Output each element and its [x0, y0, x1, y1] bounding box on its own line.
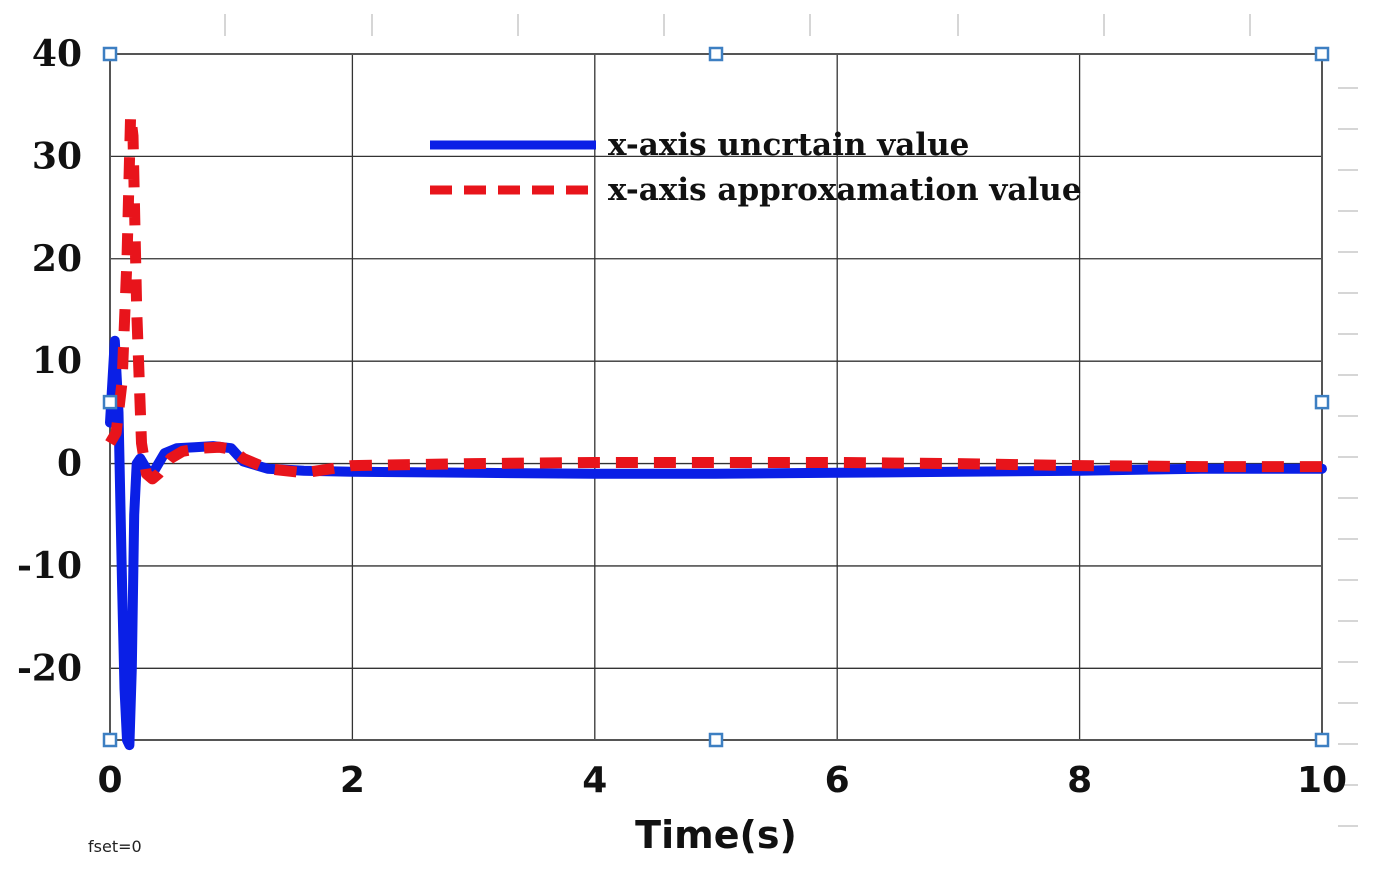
x-tick-label: 8	[1067, 760, 1092, 801]
y-tick-label: 30	[32, 135, 82, 177]
series-line-2	[105, 109, 1322, 485]
x-axis-label: Time(s)	[635, 813, 797, 857]
x-tick-label: 10	[1297, 760, 1347, 801]
legend-label-1: x-axis uncrtain value	[608, 127, 969, 163]
x-tick-labels: 0 2 4 6 8 10	[97, 760, 1347, 801]
y-tick-label: 20	[32, 238, 82, 280]
selection-handle[interactable]	[102, 732, 118, 748]
tick-marks	[224, 14, 1358, 827]
selection-handle[interactable]	[102, 394, 118, 410]
x-tick-label: 2	[340, 760, 365, 801]
legend-label-2: x-axis approxamation value	[608, 172, 1082, 208]
y-tick-label: -20	[17, 647, 82, 689]
series-line-1	[105, 335, 1327, 751]
x-tick-label: 0	[97, 760, 122, 801]
selection-handle[interactable]	[708, 732, 724, 748]
selection-handle[interactable]	[102, 46, 118, 62]
selection-handle[interactable]	[1314, 46, 1330, 62]
y-tick-label: 10	[32, 340, 82, 382]
y-tick-label: 40	[32, 33, 82, 75]
y-tick-label: 0	[57, 443, 82, 485]
selection-handles	[102, 46, 1330, 748]
footnote-text: fset=0	[88, 837, 142, 856]
y-tick-labels: 40 30 20 10 0 -10 -20	[17, 33, 82, 689]
x-tick-label: 6	[825, 760, 850, 801]
y-tick-label: -10	[17, 545, 82, 587]
x-tick-label: 4	[582, 760, 607, 801]
series-layer	[105, 109, 1327, 751]
selection-handle[interactable]	[1314, 394, 1330, 410]
selection-handle[interactable]	[1314, 732, 1330, 748]
legend: x-axis uncrtain value x-axis approxamatio…	[430, 127, 1082, 208]
selection-handle[interactable]	[708, 46, 724, 62]
